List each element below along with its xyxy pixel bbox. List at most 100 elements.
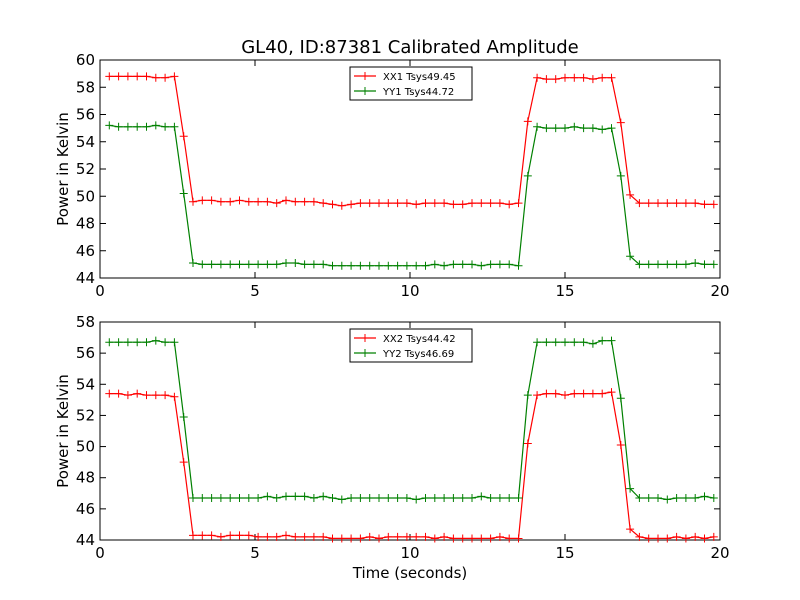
data-point — [486, 534, 495, 543]
data-point — [486, 493, 495, 502]
data-point — [458, 534, 467, 543]
data-point — [226, 531, 235, 540]
data-point — [105, 389, 114, 398]
data-point — [709, 532, 718, 541]
data-point — [337, 495, 346, 504]
data-point — [402, 493, 411, 502]
data-point — [254, 197, 263, 206]
y-tick-label: 48 — [76, 215, 95, 233]
data-point — [207, 493, 216, 502]
data-point — [449, 260, 458, 269]
data-point — [384, 261, 393, 270]
data-point — [402, 199, 411, 208]
data-point — [114, 338, 123, 347]
data-point — [235, 493, 244, 502]
data-point — [356, 199, 365, 208]
y-tick-label: 52 — [76, 406, 95, 424]
data-point — [700, 534, 709, 543]
data-point — [672, 493, 681, 502]
data-point — [421, 493, 430, 502]
data-point — [607, 336, 616, 345]
data-point — [402, 261, 411, 270]
data-point — [198, 531, 207, 540]
data-point — [440, 493, 449, 502]
data-point — [607, 388, 616, 397]
data-point — [309, 260, 318, 269]
data-point — [142, 391, 151, 400]
x-tick-label: 10 — [400, 282, 419, 300]
data-point — [179, 458, 188, 467]
data-point — [477, 492, 486, 501]
data-point — [384, 532, 393, 541]
data-point — [105, 338, 114, 347]
data-point — [375, 493, 383, 502]
data-point — [282, 492, 290, 501]
data-point — [170, 338, 179, 347]
series-yy1 — [105, 121, 718, 270]
data-point — [579, 124, 588, 133]
data-point — [430, 199, 439, 208]
data-point — [616, 118, 625, 127]
data-point — [523, 439, 532, 448]
data-point — [486, 260, 495, 269]
data-point — [291, 532, 300, 541]
data-point — [626, 525, 635, 534]
y-tick-label: 60 — [76, 51, 95, 69]
data-point — [300, 197, 309, 206]
data-point — [514, 261, 523, 270]
y-tick-label: 58 — [76, 313, 95, 331]
data-point — [375, 199, 383, 208]
series-yy2 — [105, 336, 718, 504]
y-tick-label: 48 — [76, 469, 95, 487]
x-tick-label: 5 — [250, 544, 260, 562]
x-tick-label: 5 — [250, 282, 260, 300]
y-tick-label: 56 — [76, 106, 95, 124]
data-point — [598, 73, 607, 82]
data-point — [216, 532, 225, 541]
data-point — [458, 260, 467, 269]
y-tick-label: 58 — [76, 78, 95, 96]
data-point — [663, 199, 672, 208]
x-tick-label: 20 — [710, 544, 729, 562]
data-point — [263, 260, 272, 269]
data-point — [644, 260, 653, 269]
data-point — [309, 532, 318, 541]
data-point — [170, 392, 179, 401]
data-point — [356, 261, 365, 270]
data-point — [114, 72, 123, 81]
x-tick-label: 20 — [710, 282, 729, 300]
data-point — [430, 534, 439, 543]
data-point — [412, 200, 421, 209]
data-point — [468, 260, 476, 269]
data-point — [700, 260, 709, 269]
data-point — [533, 122, 542, 131]
legend-entry: YY1 Tsys44.72 — [382, 87, 454, 98]
legend-marker — [361, 334, 369, 342]
data-point — [635, 532, 644, 541]
data-point — [672, 260, 681, 269]
x-axis-label: Time (seconds) — [352, 564, 468, 582]
y-tick-label: 50 — [76, 438, 95, 456]
data-point — [272, 260, 281, 269]
data-point — [607, 73, 616, 82]
legend-entry: XX2 Tsys44.42 — [383, 334, 456, 345]
data-point — [709, 493, 718, 502]
data-point — [681, 199, 690, 208]
data-point — [691, 532, 700, 541]
data-point — [533, 338, 542, 347]
y-tick-label: 44 — [76, 269, 95, 287]
data-point — [161, 391, 170, 400]
data-point — [328, 200, 337, 209]
data-point — [700, 492, 709, 501]
data-point — [328, 261, 337, 270]
data-point — [440, 199, 449, 208]
data-point — [133, 338, 142, 347]
data-point — [468, 534, 476, 543]
data-point — [579, 73, 588, 82]
data-point — [588, 389, 597, 398]
data-point — [709, 200, 718, 209]
data-point — [570, 389, 579, 398]
data-point — [672, 532, 681, 541]
data-point — [161, 73, 170, 82]
data-point — [523, 391, 532, 400]
